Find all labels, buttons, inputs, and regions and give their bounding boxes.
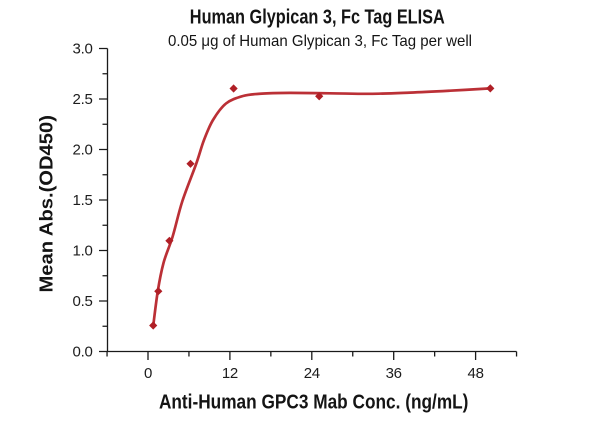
svg-text:1.5: 1.5	[73, 192, 93, 209]
svg-text:24: 24	[304, 365, 320, 382]
svg-text:Mean Abs.(OD450): Mean Abs.(OD450)	[36, 115, 57, 293]
svg-text:48: 48	[468, 365, 484, 382]
svg-text:12: 12	[222, 365, 238, 382]
svg-text:3.0: 3.0	[73, 40, 93, 57]
svg-text:36: 36	[386, 365, 402, 382]
svg-text:0: 0	[144, 365, 152, 382]
svg-text:2.0: 2.0	[73, 141, 93, 158]
svg-text:2.5: 2.5	[73, 91, 93, 108]
svg-text:0.5: 0.5	[73, 293, 93, 310]
svg-text:Anti-Human GPC3 Mab Conc. (ng/: Anti-Human GPC3 Mab Conc. (ng/mL)	[159, 390, 469, 413]
svg-text:0.0: 0.0	[73, 343, 93, 360]
svg-text:0.05 μg of Human Glypican 3, F: 0.05 μg of Human Glypican 3, Fc Tag per …	[168, 33, 472, 50]
svg-text:Human Glypican 3, Fc Tag ELISA: Human Glypican 3, Fc Tag ELISA	[190, 6, 445, 29]
svg-text:1.0: 1.0	[73, 242, 93, 259]
